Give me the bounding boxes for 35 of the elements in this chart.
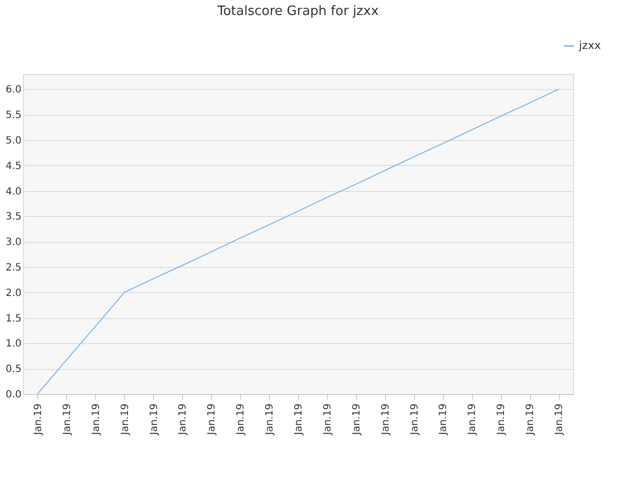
y-tick-label: 6.0 [6,84,22,96]
y-tick-label: 1.0 [6,338,22,350]
y-tick-label: 5.0 [6,136,22,147]
x-tick-label: Jan.19 [236,404,247,436]
x-tick-label: Jan.19 [322,404,334,436]
y-tick-label: 1.5 [6,313,22,324]
x-tick-label: Jan.19 [525,404,536,436]
x-tick-label: Jan.19 [32,404,44,436]
x-tick-label: Jan.19 [264,404,276,436]
y-tick-label: 3.5 [6,212,22,223]
x-tick-label: Jan.19 [467,404,478,436]
x-tick-label: Jan.19 [496,404,508,436]
legend-label: jzxx [578,39,602,52]
y-tick-label: 4.0 [6,186,22,198]
x-tick-label: Jan.19 [206,404,218,436]
y-tick-label: 2.5 [6,262,22,274]
y-tick-label: 4.5 [6,160,22,172]
x-tick-label: Jan.19 [409,404,420,436]
chart-title: Totalscore Graph for jzxx [216,4,379,19]
x-tick-label: Jan.19 [90,404,102,436]
y-tick-label: 2.0 [6,288,22,299]
x-tick-label: Jan.19 [554,404,566,436]
y-tick-label: 0.5 [6,364,22,376]
x-tick-label: Jan.19 [438,404,450,436]
y-tick-label: 3.0 [6,237,22,248]
x-tick-label: Jan.19 [148,404,160,436]
x-tick-label: Jan.19 [178,404,189,436]
x-tick-label: Jan.19 [294,404,304,436]
y-tick-label: 5.5 [6,110,22,122]
x-tick-label: Jan.19 [351,404,362,436]
line-series [36,88,560,394]
x-tick-label: Jan.19 [120,404,131,436]
x-tick-label: Jan.19 [380,404,392,436]
x-tick-label: Jan.19 [62,404,73,436]
y-tick-label: 0.0 [6,390,22,400]
